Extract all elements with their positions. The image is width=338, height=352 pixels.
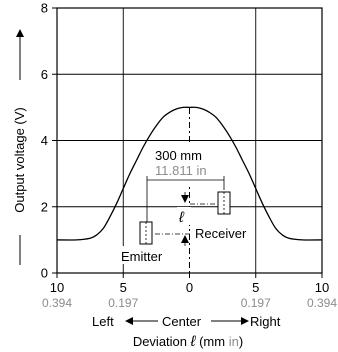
x-axis-label-symbol: ℓ <box>190 333 197 350</box>
emitter-icon <box>139 221 153 245</box>
x-tick-label: 0 <box>186 280 193 295</box>
y-tick-label: 2 <box>41 199 48 214</box>
distance-in-label: 11.811 in <box>155 163 207 178</box>
x-tick-label: 5 <box>252 280 259 295</box>
annotation-bg-l <box>177 207 191 225</box>
sensor-diagram: 300 mm 11.811 in ℓ Receiver Emitter <box>118 145 252 264</box>
y-tick-label: 8 <box>41 1 48 16</box>
x-axis-label-unit: (mm <box>195 334 228 349</box>
y-tick-label: 6 <box>41 67 48 82</box>
y-tick-label: 4 <box>41 133 48 148</box>
direction-row: Left Center Right <box>92 314 281 329</box>
y-axis-label: Output voltage (V) <box>12 107 27 213</box>
direction-right: Right <box>250 314 281 329</box>
annotation-bg-top <box>150 145 230 185</box>
x-tick-label-in: 0.197 <box>108 296 138 310</box>
direction-left: Left <box>92 314 114 329</box>
x-tick-label-in: 0.197 <box>241 296 271 310</box>
annotation-bg-receiver <box>192 225 252 242</box>
y-axis-label-group: Output voltage (V) <box>12 29 27 265</box>
output-curve <box>56 106 323 241</box>
distance-mm-label: 300 mm <box>155 148 202 163</box>
x-tick-label: 10 <box>50 280 64 295</box>
receiver-label: Receiver <box>195 226 247 241</box>
deviation-symbol: ℓ <box>178 209 185 226</box>
x-tick-label: 10 <box>315 280 329 295</box>
y-tick-labels: 0 2 4 6 8 <box>41 1 57 281</box>
y-tick-label: 0 <box>41 266 48 281</box>
emitter-label: Emitter <box>121 249 163 264</box>
receiver-icon <box>217 191 231 215</box>
x-tick-label-in: 0.394 <box>307 296 337 310</box>
x-tick-label: 5 <box>120 280 127 295</box>
direction-center: Center <box>162 314 202 329</box>
x-axis-label-unit-in: in <box>229 334 239 349</box>
x-axis-label-text: Deviation <box>133 334 191 349</box>
annotation-bg-emitter <box>118 246 174 264</box>
x-axis-label: Deviation ℓ (mm in) <box>133 333 243 350</box>
x-axis-label-close: ) <box>239 334 243 349</box>
x-tick-label-in: 0.394 <box>42 296 72 310</box>
